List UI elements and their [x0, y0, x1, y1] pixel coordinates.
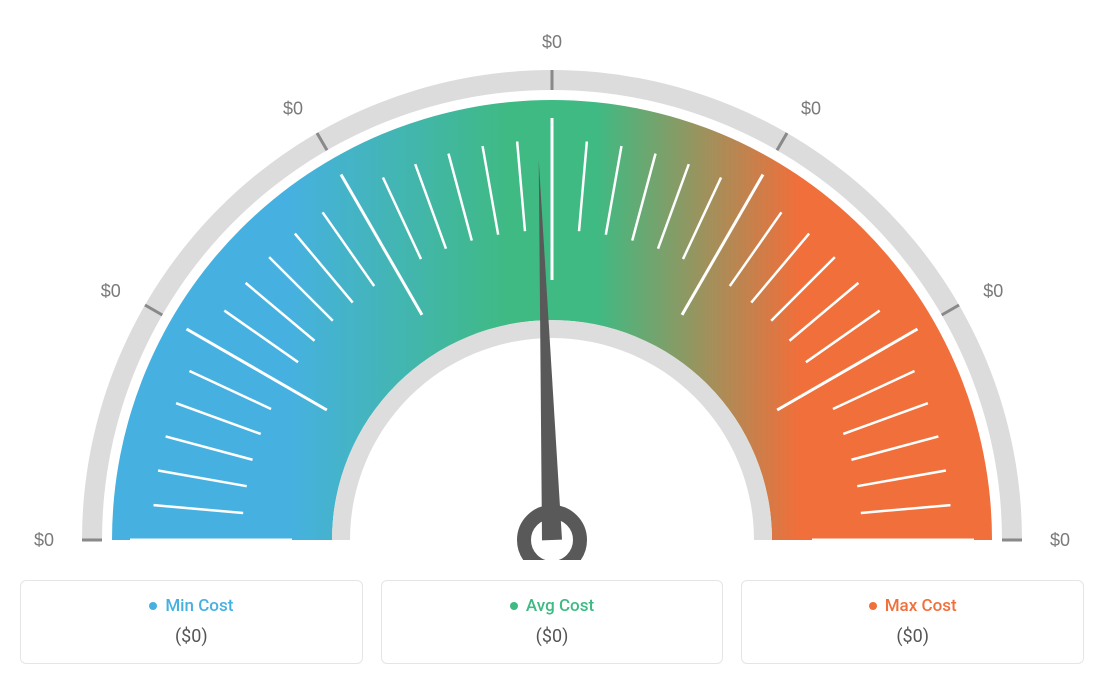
svg-text:$0: $0 [34, 530, 54, 550]
legend-label-max: Max Cost [885, 596, 957, 616]
svg-text:$0: $0 [1050, 530, 1070, 550]
legend-label-avg: Avg Cost [526, 596, 594, 616]
legend-dot-avg [510, 602, 518, 610]
legend-value-min: ($0) [39, 626, 344, 647]
svg-text:$0: $0 [542, 32, 562, 52]
legend-card-min: Min Cost ($0) [20, 580, 363, 664]
legend-dot-max [869, 602, 877, 610]
legend-row: Min Cost ($0) Avg Cost ($0) Max Cost ($0… [20, 580, 1084, 664]
legend-value-avg: ($0) [400, 626, 705, 647]
legend-dot-min [149, 602, 157, 610]
legend-card-max: Max Cost ($0) [741, 580, 1084, 664]
svg-text:$0: $0 [983, 281, 1003, 301]
legend-label-min: Min Cost [165, 596, 233, 616]
legend-card-avg: Avg Cost ($0) [381, 580, 724, 664]
svg-text:$0: $0 [801, 99, 821, 119]
gauge-chart: $0 $0 $0 $0 $0 $0 $0 [20, 20, 1084, 560]
svg-text:$0: $0 [101, 281, 121, 301]
svg-text:$0: $0 [283, 99, 303, 119]
legend-value-max: ($0) [760, 626, 1065, 647]
gauge-svg: $0 $0 $0 $0 $0 $0 $0 [20, 20, 1084, 560]
